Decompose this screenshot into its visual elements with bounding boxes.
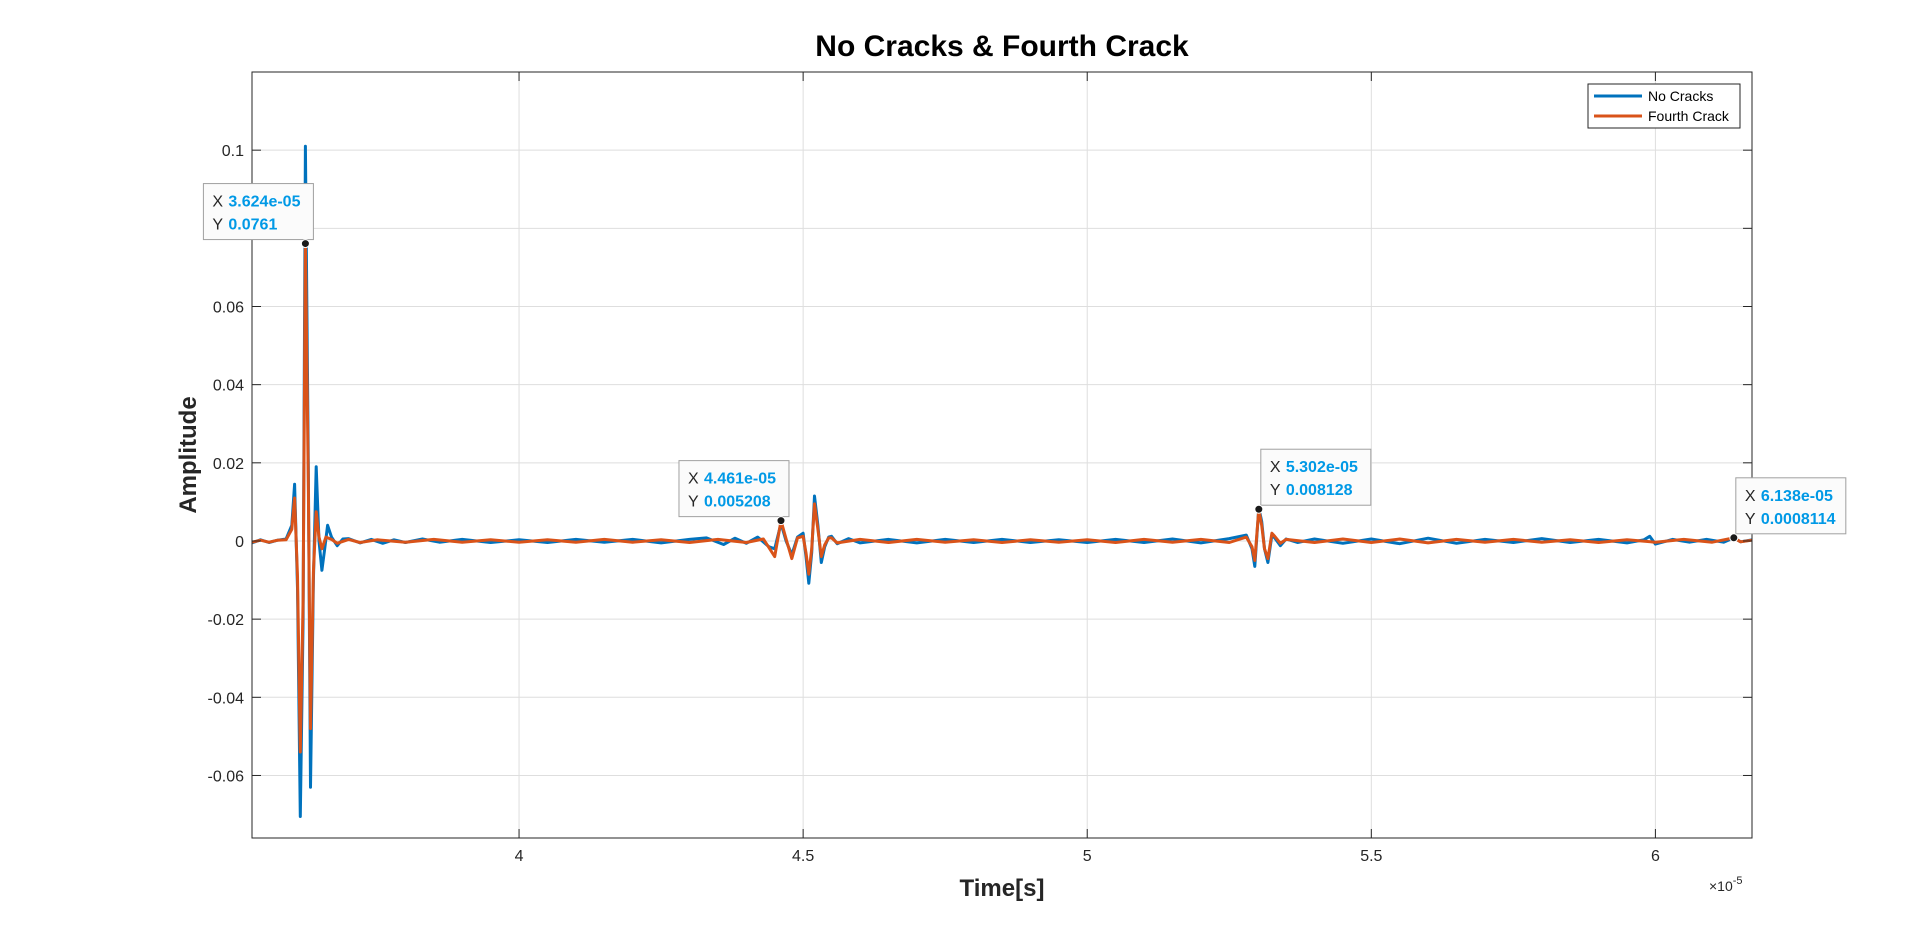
plot-series xyxy=(251,144,1753,818)
datatip-box xyxy=(1260,448,1372,506)
y-axis-ticks: 0.10.080.060.040.020-0.02-0.04-0.06 xyxy=(208,143,1752,785)
datatip-x-label: X xyxy=(212,194,223,211)
x-tick-label: 6 xyxy=(1651,848,1660,865)
x-axis-exponent: ×10-5 xyxy=(1709,875,1743,894)
datatip-y-label: Y xyxy=(688,494,699,511)
x-tick-label: 5.5 xyxy=(1360,848,1382,865)
y-tick-label: -0.04 xyxy=(208,690,245,707)
y-tick-label: 0.1 xyxy=(222,143,244,160)
legend-entry-label: Fourth Crack xyxy=(1648,108,1730,124)
datatip-x-label: X xyxy=(1270,459,1281,476)
datatip-marker xyxy=(300,239,310,249)
datatip-y-label: Y xyxy=(1270,482,1281,499)
datatip-box xyxy=(1735,477,1847,535)
datatip-marker xyxy=(776,516,786,526)
x-tick-label: 4.5 xyxy=(792,848,814,865)
y-tick-label: 0.04 xyxy=(213,378,244,395)
y-tick-label: -0.06 xyxy=(208,768,245,785)
x-tick-label: 4 xyxy=(515,848,524,865)
legend-box xyxy=(1587,83,1741,129)
datatip-x-label: X xyxy=(1745,488,1756,505)
x-exponent-power: -5 xyxy=(1733,875,1743,887)
y-tick-label: -0.02 xyxy=(208,612,245,629)
datatip-x-label: X xyxy=(688,471,699,488)
datatip-box xyxy=(678,460,790,518)
y-tick-label: 0 xyxy=(235,534,244,551)
datatip-x-value: 5.302e-05 xyxy=(1286,459,1358,476)
datatip-y-value: 0.0761 xyxy=(228,217,277,234)
legend[interactable]: No Cracks Fourth Crack xyxy=(1587,83,1741,129)
chart-title: No Cracks & Fourth Crack xyxy=(815,30,1189,63)
datatip-y-label: Y xyxy=(212,217,223,234)
datatip-x-value: 6.138e-05 xyxy=(1761,488,1833,505)
series-line-1 xyxy=(251,242,1753,754)
datatip-x-value: 3.624e-05 xyxy=(228,194,300,211)
datatip[interactable]: X 6.138e-05 Y 0.0008114 xyxy=(1729,477,1847,543)
grid xyxy=(252,72,1752,838)
svg-text:×10-5: ×10-5 xyxy=(1709,875,1743,894)
datatip-box xyxy=(202,183,314,241)
datatip-y-value: 0.008128 xyxy=(1286,482,1353,499)
x-tick-label: 5 xyxy=(1083,848,1092,865)
datatip-x-value: 4.461e-05 xyxy=(704,471,776,488)
datatip-marker xyxy=(1254,504,1264,514)
datatip-y-value: 0.005208 xyxy=(704,494,771,511)
datatip[interactable]: X 4.461e-05 Y 0.005208 xyxy=(678,460,790,526)
legend-entry-label: No Cracks xyxy=(1648,88,1713,104)
datatip-y-label: Y xyxy=(1745,511,1756,528)
datatips: X 3.624e-05 Y 0.0761 X 4.461e-05 Y 0.005208 X 5.3… xyxy=(202,183,1847,543)
plot-area-border xyxy=(251,71,1753,839)
datatip[interactable]: X 3.624e-05 Y 0.0761 xyxy=(202,183,314,249)
y-tick-label: 0.06 xyxy=(213,299,244,316)
datatip-marker xyxy=(1729,533,1739,543)
x-axis-ticks: 4 4.5 5 5.5 6 xyxy=(515,72,1660,865)
datatip[interactable]: X 5.302e-05 Y 0.008128 xyxy=(1254,448,1372,514)
series-line-0 xyxy=(251,144,1753,818)
x-axis-label: Time[s] xyxy=(960,875,1045,902)
y-tick-label: 0.02 xyxy=(213,456,244,473)
y-axis-label: Amplitude xyxy=(175,396,202,513)
datatip-y-value: 0.0008114 xyxy=(1761,511,1836,528)
x-exponent-base: ×10 xyxy=(1709,878,1733,894)
